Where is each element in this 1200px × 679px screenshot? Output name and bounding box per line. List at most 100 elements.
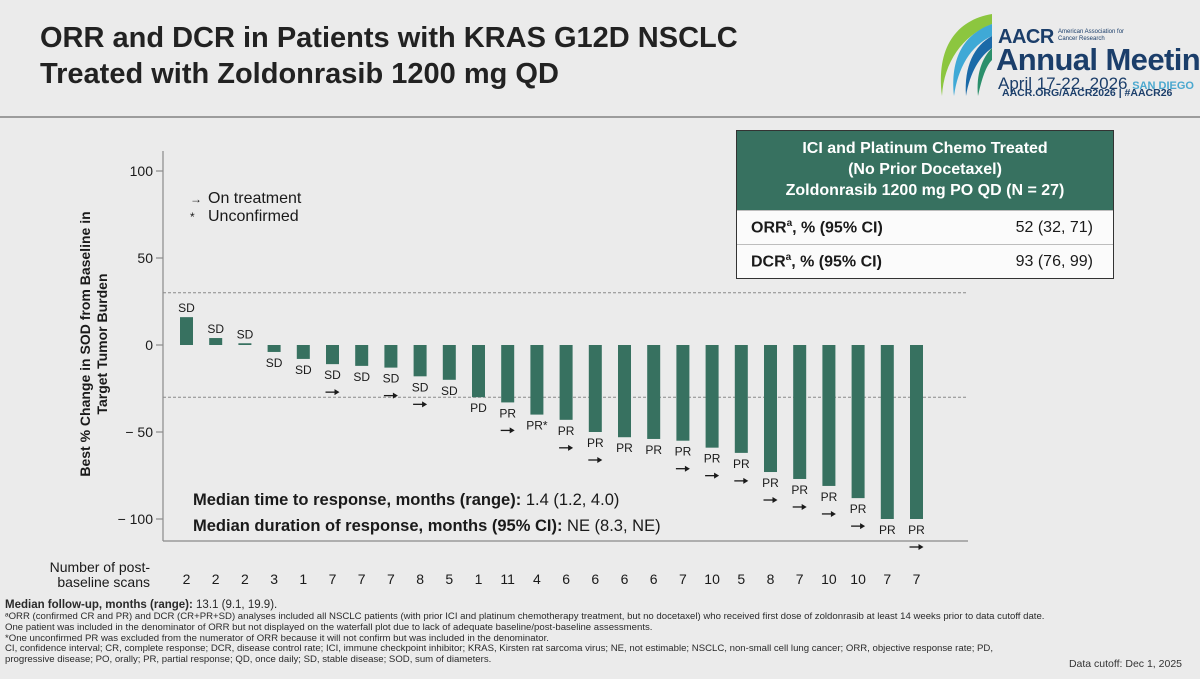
response-label: PR xyxy=(499,406,516,420)
on-treatment-arrowhead xyxy=(684,465,690,472)
waterfall-bar xyxy=(793,345,807,479)
on-treatment-arrowhead xyxy=(743,477,749,484)
response-label: SD xyxy=(266,356,283,370)
waterfall-bar xyxy=(384,345,398,368)
response-label: SD xyxy=(324,368,341,382)
on-treatment-arrowhead xyxy=(860,523,866,530)
dcr-unit: , % (95% CI) xyxy=(791,253,882,271)
waterfall-bar xyxy=(209,338,223,345)
orr-value: 52 (32, 71) xyxy=(1015,218,1093,236)
y-tick-label: 0 xyxy=(145,337,153,353)
title-line-1: ORR and DCR in Patients with KRAS G12D N… xyxy=(40,22,738,54)
waterfall-bar xyxy=(734,345,748,453)
footnote-star: *One unconfirmed PR was excluded from th… xyxy=(5,632,549,644)
orr-label: ORRa, % (95% CI) xyxy=(751,218,883,237)
waterfall-bar xyxy=(559,345,573,420)
median-follow-up: Median follow-up, months (range): 13.1 (… xyxy=(5,598,1045,612)
response-label: PR xyxy=(587,436,604,450)
waterfall-bar xyxy=(676,345,690,441)
ttr-label: Median time to response, months (range): xyxy=(193,491,522,509)
waterfall-bar xyxy=(705,345,719,448)
on-treatment-arrowhead xyxy=(422,401,428,408)
scan-count: 10 xyxy=(704,571,720,587)
waterfall-bar xyxy=(355,345,369,366)
dcr-superscript: a xyxy=(785,251,792,263)
response-label: PR xyxy=(791,483,808,497)
scan-count: 5 xyxy=(737,571,745,587)
waterfall-bar xyxy=(910,345,923,519)
response-label: PR xyxy=(558,424,575,438)
logo-date-range: April 17-22, 2026 xyxy=(998,74,1128,93)
table-header-line-3: Zoldonrasib 1200 mg PO QD (N = 27) xyxy=(785,182,1065,199)
response-label: SD xyxy=(178,301,195,315)
time-to-response: Median time to response, months (range):… xyxy=(193,487,661,513)
scan-count: 7 xyxy=(883,571,891,587)
on-treatment-arrowhead xyxy=(597,457,603,463)
chart-legend: → On treatment * Unconfirmed xyxy=(190,190,301,226)
response-label: PR xyxy=(645,443,662,457)
dcr-row: DCRa, % (95% CI) 93 (76, 99) xyxy=(737,244,1113,278)
arrow-right-icon: → xyxy=(190,192,202,206)
logo-annual-meeting: Annual Meeting xyxy=(996,42,1200,77)
waterfall-bar xyxy=(880,345,894,519)
scan-count: 6 xyxy=(621,571,629,587)
header-divider xyxy=(0,116,1200,118)
scan-count: 11 xyxy=(500,571,515,587)
waterfall-bar xyxy=(472,345,485,398)
ttr-value: 1.4 (1.2, 4.0) xyxy=(525,491,620,509)
response-label: PR xyxy=(733,457,750,471)
response-table-header: ICI and Platinum Chemo Treated (No Prior… xyxy=(737,131,1113,210)
response-label: SD xyxy=(207,322,224,336)
dcr-value: 93 (76, 99) xyxy=(1015,252,1093,270)
logo-association: American Association for Cancer Research xyxy=(1058,29,1125,42)
y-tick-label: − 100 xyxy=(118,511,154,527)
on-treatment-arrowhead xyxy=(334,389,340,396)
scan-count: 3 xyxy=(270,571,278,587)
response-label: SD xyxy=(353,370,370,384)
scan-count: 6 xyxy=(591,571,599,587)
scan-count: 8 xyxy=(416,571,424,587)
dcr-label: DCRa, % (95% CI) xyxy=(751,252,882,271)
waterfall-bar xyxy=(413,345,427,377)
scan-count: 1 xyxy=(299,571,307,587)
waterfall-bar xyxy=(618,345,631,438)
scan-count: 1 xyxy=(475,571,483,587)
dor-value: NE (8.3, NE) xyxy=(567,517,661,535)
dcr-name: DCR xyxy=(751,253,786,271)
response-label: SD xyxy=(441,384,458,398)
legend-on-treatment-label: On treatment xyxy=(208,190,302,207)
scans-row-label: Number of post-baseline scans xyxy=(49,559,150,590)
slide-title: ORR and DCR in Patients with KRAS G12D N… xyxy=(40,20,738,92)
response-label: PR xyxy=(821,490,838,504)
waterfall-bar xyxy=(442,345,456,380)
scan-count: 7 xyxy=(679,571,687,587)
logo-dates: April 17-22, 2026 SAN DIEGO xyxy=(998,74,1194,94)
table-header-line-1: ICI and Platinum Chemo Treated xyxy=(802,140,1048,157)
y-tick-label: 100 xyxy=(130,163,154,179)
on-treatment-arrowhead xyxy=(568,444,574,451)
scan-count: 7 xyxy=(358,571,366,587)
legend-on-treatment: → On treatment xyxy=(190,190,301,208)
response-table: ICI and Platinum Chemo Treated (No Prior… xyxy=(736,130,1114,279)
waterfall-bar xyxy=(296,345,310,359)
on-treatment-arrowhead xyxy=(830,510,836,517)
on-treatment-arrowhead xyxy=(509,427,515,434)
response-stats: Median time to response, months (range):… xyxy=(193,487,661,539)
waterfall-bar xyxy=(588,345,602,432)
scan-count: 10 xyxy=(821,571,837,587)
waterfall-bar xyxy=(851,345,865,499)
orr-row: ORRa, % (95% CI) 52 (32, 71) xyxy=(737,210,1113,244)
orr-superscript: a xyxy=(786,217,793,229)
table-header-line-2: (No Prior Docetaxel) xyxy=(848,161,1002,178)
footnotes: Median follow-up, months (range): 13.1 (… xyxy=(5,598,1045,666)
follow-up-value: 13.1 (9.1, 19.9). xyxy=(196,599,278,611)
response-label: PR xyxy=(704,452,721,466)
y-axis-label: Best % Change in SOD from Baseline in Ta… xyxy=(77,211,110,477)
orr-unit: , % (95% CI) xyxy=(792,219,883,237)
waterfall-bar xyxy=(647,345,661,439)
response-label: SD xyxy=(412,380,429,394)
waterfall-bar xyxy=(180,317,193,345)
logo-swoosh-icon xyxy=(940,14,992,96)
scan-count: 4 xyxy=(533,571,541,587)
response-label: PR xyxy=(850,502,867,516)
